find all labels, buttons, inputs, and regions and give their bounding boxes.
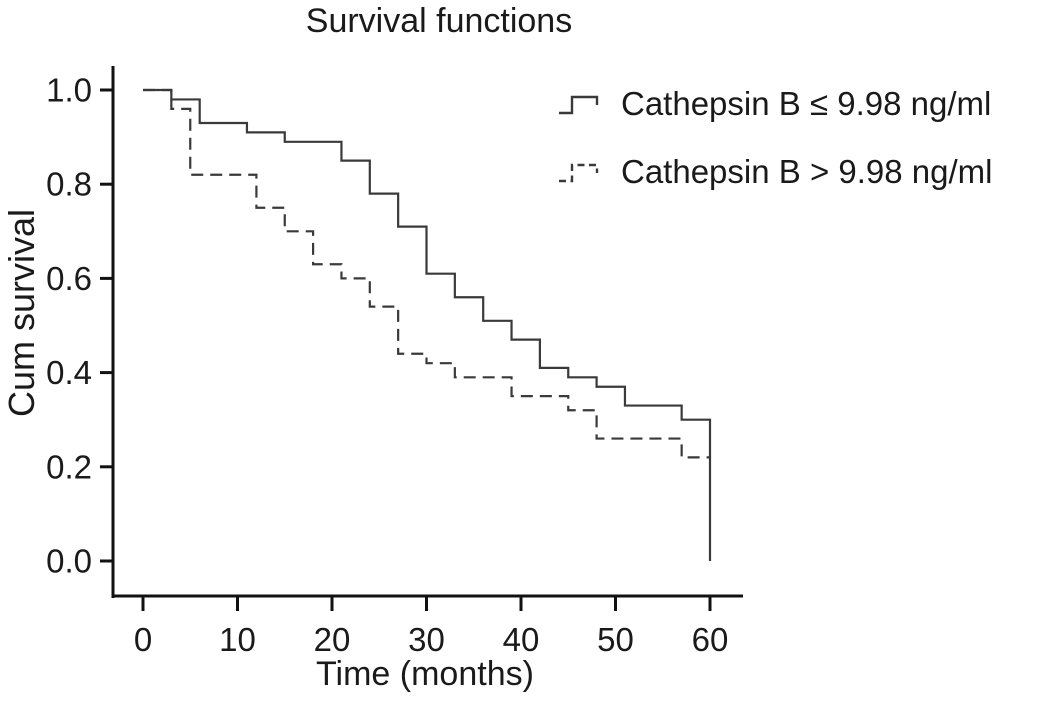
x-tick-label: 30 — [408, 621, 445, 658]
series-cathepsin-high-curve — [143, 88, 710, 459]
y-tick-label: 0.0 — [46, 543, 92, 580]
x-tick-label: 10 — [219, 621, 256, 658]
legend: Cathepsin B ≤ 9.98 ng/ml Cathepsin B > 9… — [558, 84, 992, 220]
x-tick-label: 20 — [314, 621, 351, 658]
solid-step-line-icon — [559, 95, 599, 115]
y-axis-ticks: 1.0 0.8 0.6 0.4 0.2 0.0 — [46, 72, 112, 580]
dashed-step-line-icon — [559, 163, 599, 183]
series-cathepsin-low-curve — [143, 88, 712, 561]
x-tick-label: 50 — [597, 621, 634, 658]
y-tick-label: 0.2 — [46, 448, 92, 485]
y-tick-label: 0.6 — [46, 260, 92, 297]
y-axis-label: Cum survival — [1, 208, 42, 417]
x-axis-label: Time (months) — [316, 655, 534, 693]
y-tick-label: 0.4 — [46, 354, 92, 391]
legend-label: Cathepsin B > 9.98 ng/ml — [621, 153, 993, 190]
legend-item-cathepsin-high: Cathepsin B > 9.98 ng/ml — [558, 152, 992, 192]
x-tick-label: 0 — [134, 621, 152, 658]
x-tick-label: 60 — [692, 621, 729, 658]
chart-title: Survival functions — [305, 2, 573, 40]
legend-item-cathepsin-low: Cathepsin B ≤ 9.98 ng/ml — [558, 84, 992, 124]
legend-label: Cathepsin B ≤ 9.98 ng/ml — [621, 85, 992, 122]
y-tick-label: 0.8 — [46, 166, 92, 203]
y-tick-label: 1.0 — [46, 72, 92, 109]
x-tick-label: 40 — [503, 621, 540, 658]
x-axis-ticks: 0 10 20 30 40 50 60 — [134, 597, 729, 658]
